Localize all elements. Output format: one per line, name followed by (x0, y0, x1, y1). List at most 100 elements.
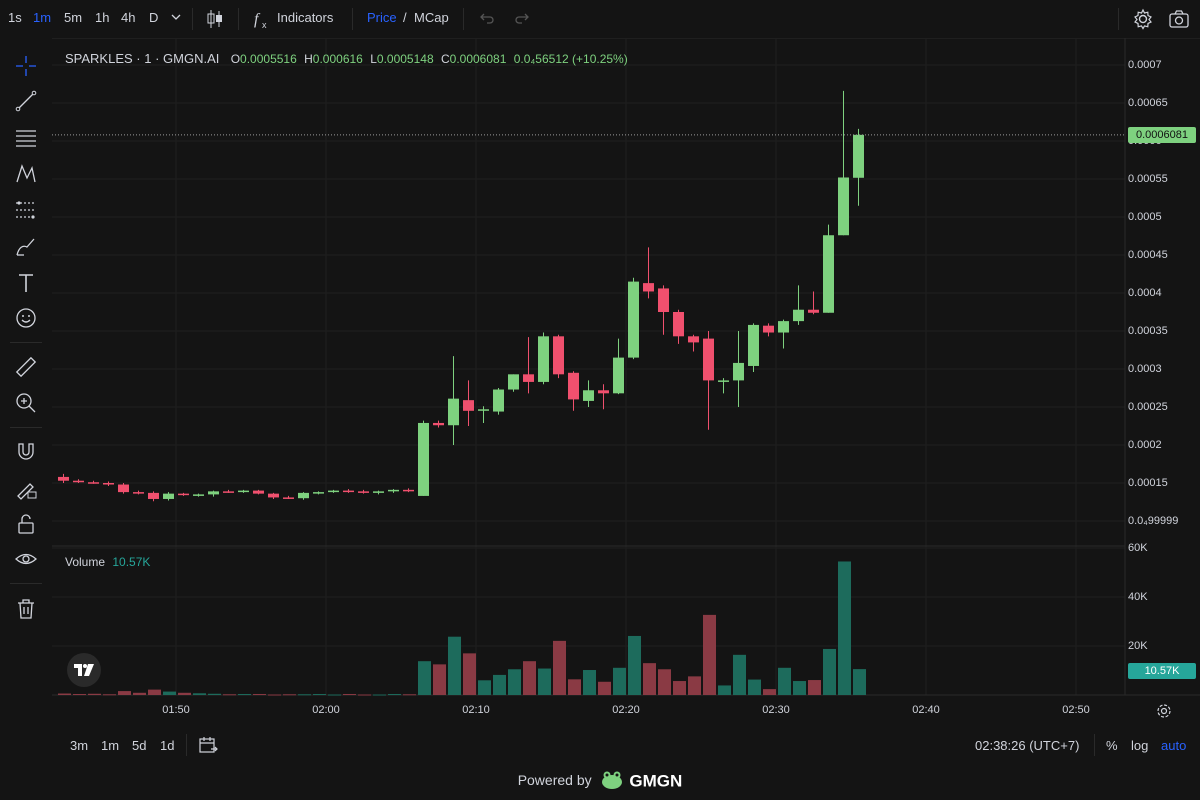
magnet-icon[interactable] (12, 438, 40, 466)
camera-icon[interactable] (1168, 8, 1190, 33)
tradingview-logo[interactable] (67, 653, 101, 687)
axis-settings-icon[interactable] (1156, 703, 1172, 724)
candle-body (553, 336, 564, 375)
range-5d[interactable]: 5d (132, 738, 147, 753)
interval-1s[interactable]: 1s (8, 10, 22, 25)
candle-body (763, 325, 774, 333)
pattern-icon[interactable] (12, 160, 40, 188)
time-tick: 02:00 (312, 704, 340, 716)
tool-divider (10, 342, 42, 343)
volume-bar (523, 661, 536, 695)
log-toggle[interactable]: log (1131, 738, 1149, 753)
trend-line-icon[interactable] (12, 87, 40, 115)
candle-body (688, 336, 699, 343)
clock-display[interactable]: 02:38:26 (UTC+7) (975, 738, 1080, 753)
candle-body (643, 283, 654, 292)
price-toggle[interactable]: Price (367, 10, 397, 25)
price-tick: 0.0005 (1128, 211, 1162, 223)
volume-bar (358, 694, 371, 696)
candle-body (823, 235, 834, 313)
lock-drawing-icon[interactable] (12, 474, 40, 502)
current-price-tag: 0.0006081 (1128, 127, 1196, 143)
fib-icon[interactable] (12, 196, 40, 224)
price-tick: 0.00045 (1128, 249, 1168, 261)
candle-body (673, 312, 684, 337)
volume-bar (178, 692, 191, 695)
gmgn-brand[interactable]: GMGN (629, 771, 683, 791)
emoji-icon[interactable] (12, 304, 40, 332)
volume-tick: 20K (1128, 640, 1148, 652)
candle-body (508, 374, 519, 390)
candle-body (73, 480, 84, 483)
range-1m[interactable]: 1m (101, 738, 120, 753)
candle-body (178, 493, 189, 496)
range-3m[interactable]: 3m (70, 738, 89, 753)
candle-body (598, 390, 609, 394)
percent-toggle[interactable]: % (1106, 738, 1118, 753)
candle-body (328, 490, 339, 493)
open-label: O (230, 52, 241, 66)
crosshair-icon[interactable] (12, 52, 40, 80)
candle-body (583, 390, 594, 401)
interval-1h[interactable]: 1h (95, 10, 110, 25)
candle-body (853, 134, 864, 178)
lock-icon[interactable] (12, 510, 40, 538)
tool-divider (10, 427, 42, 428)
gmgn-frog-icon (600, 770, 624, 793)
time-tick: 02:20 (612, 704, 640, 716)
ohlc-legend: SPARKLES · 1 · GMGN.AI O0.0005516 H0.000… (65, 51, 628, 66)
brush-icon[interactable] (12, 233, 40, 261)
volume-bar (223, 694, 236, 696)
price-tick: 0.0003 (1128, 363, 1162, 375)
change-value: 0.0₄56512 (513, 52, 569, 66)
candle-body (613, 357, 624, 394)
horizontal-lines-icon[interactable] (12, 124, 40, 152)
candle-body (253, 490, 264, 494)
volume-bar (628, 635, 641, 695)
volume-bar (208, 693, 221, 695)
price-chart[interactable] (52, 38, 1200, 758)
price-tick: 0.00055 (1128, 173, 1168, 185)
current-volume-tag: 10.57K (1128, 663, 1196, 679)
price-tick: 0.0002 (1128, 439, 1162, 451)
volume-bar (88, 693, 101, 695)
interval-d[interactable]: D (149, 10, 159, 25)
ruler-icon[interactable] (12, 353, 40, 381)
price-tick: 0.00065 (1128, 97, 1168, 109)
candle-body (838, 177, 849, 236)
tradingview-logo-icon (74, 664, 94, 676)
volume-bar (763, 689, 776, 695)
undo-icon[interactable] (479, 11, 495, 28)
mcap-toggle[interactable]: MCap (414, 10, 449, 25)
text-icon[interactable] (12, 269, 40, 297)
calendar-icon[interactable] (198, 735, 218, 758)
indicators-button[interactable]: Indicators (277, 10, 334, 25)
interval-4h[interactable]: 4h (121, 10, 136, 25)
candlestick-type-icon[interactable] (205, 8, 225, 33)
auto-toggle[interactable]: auto (1161, 738, 1187, 753)
gear-icon[interactable] (1132, 8, 1154, 33)
toolbar-divider (1118, 8, 1119, 30)
range-1d[interactable]: 1d (160, 738, 175, 753)
interval-1m[interactable]: 1m (33, 10, 52, 25)
volume-bar (193, 693, 206, 695)
volume-bar (388, 694, 401, 696)
chevron-down-icon[interactable] (170, 11, 182, 26)
trash-icon[interactable] (12, 595, 40, 623)
symbol-title[interactable]: SPARKLES · 1 · GMGN.AI (65, 51, 220, 66)
volume-bar (268, 694, 281, 696)
volume-bar (448, 636, 461, 695)
zoom-icon[interactable] (12, 389, 40, 417)
close-value: 0.0006081 (449, 52, 507, 66)
candle-body (223, 491, 234, 493)
volume-bar (538, 668, 551, 695)
volume-bar (673, 681, 686, 695)
volume-bar (733, 654, 746, 695)
eye-icon[interactable] (12, 545, 40, 573)
candle-body (568, 372, 579, 400)
interval-5m[interactable]: 5m (64, 10, 83, 25)
candle-body (793, 309, 804, 322)
price-tick: 0.0004 (1128, 287, 1162, 299)
redo-icon[interactable] (514, 11, 530, 28)
